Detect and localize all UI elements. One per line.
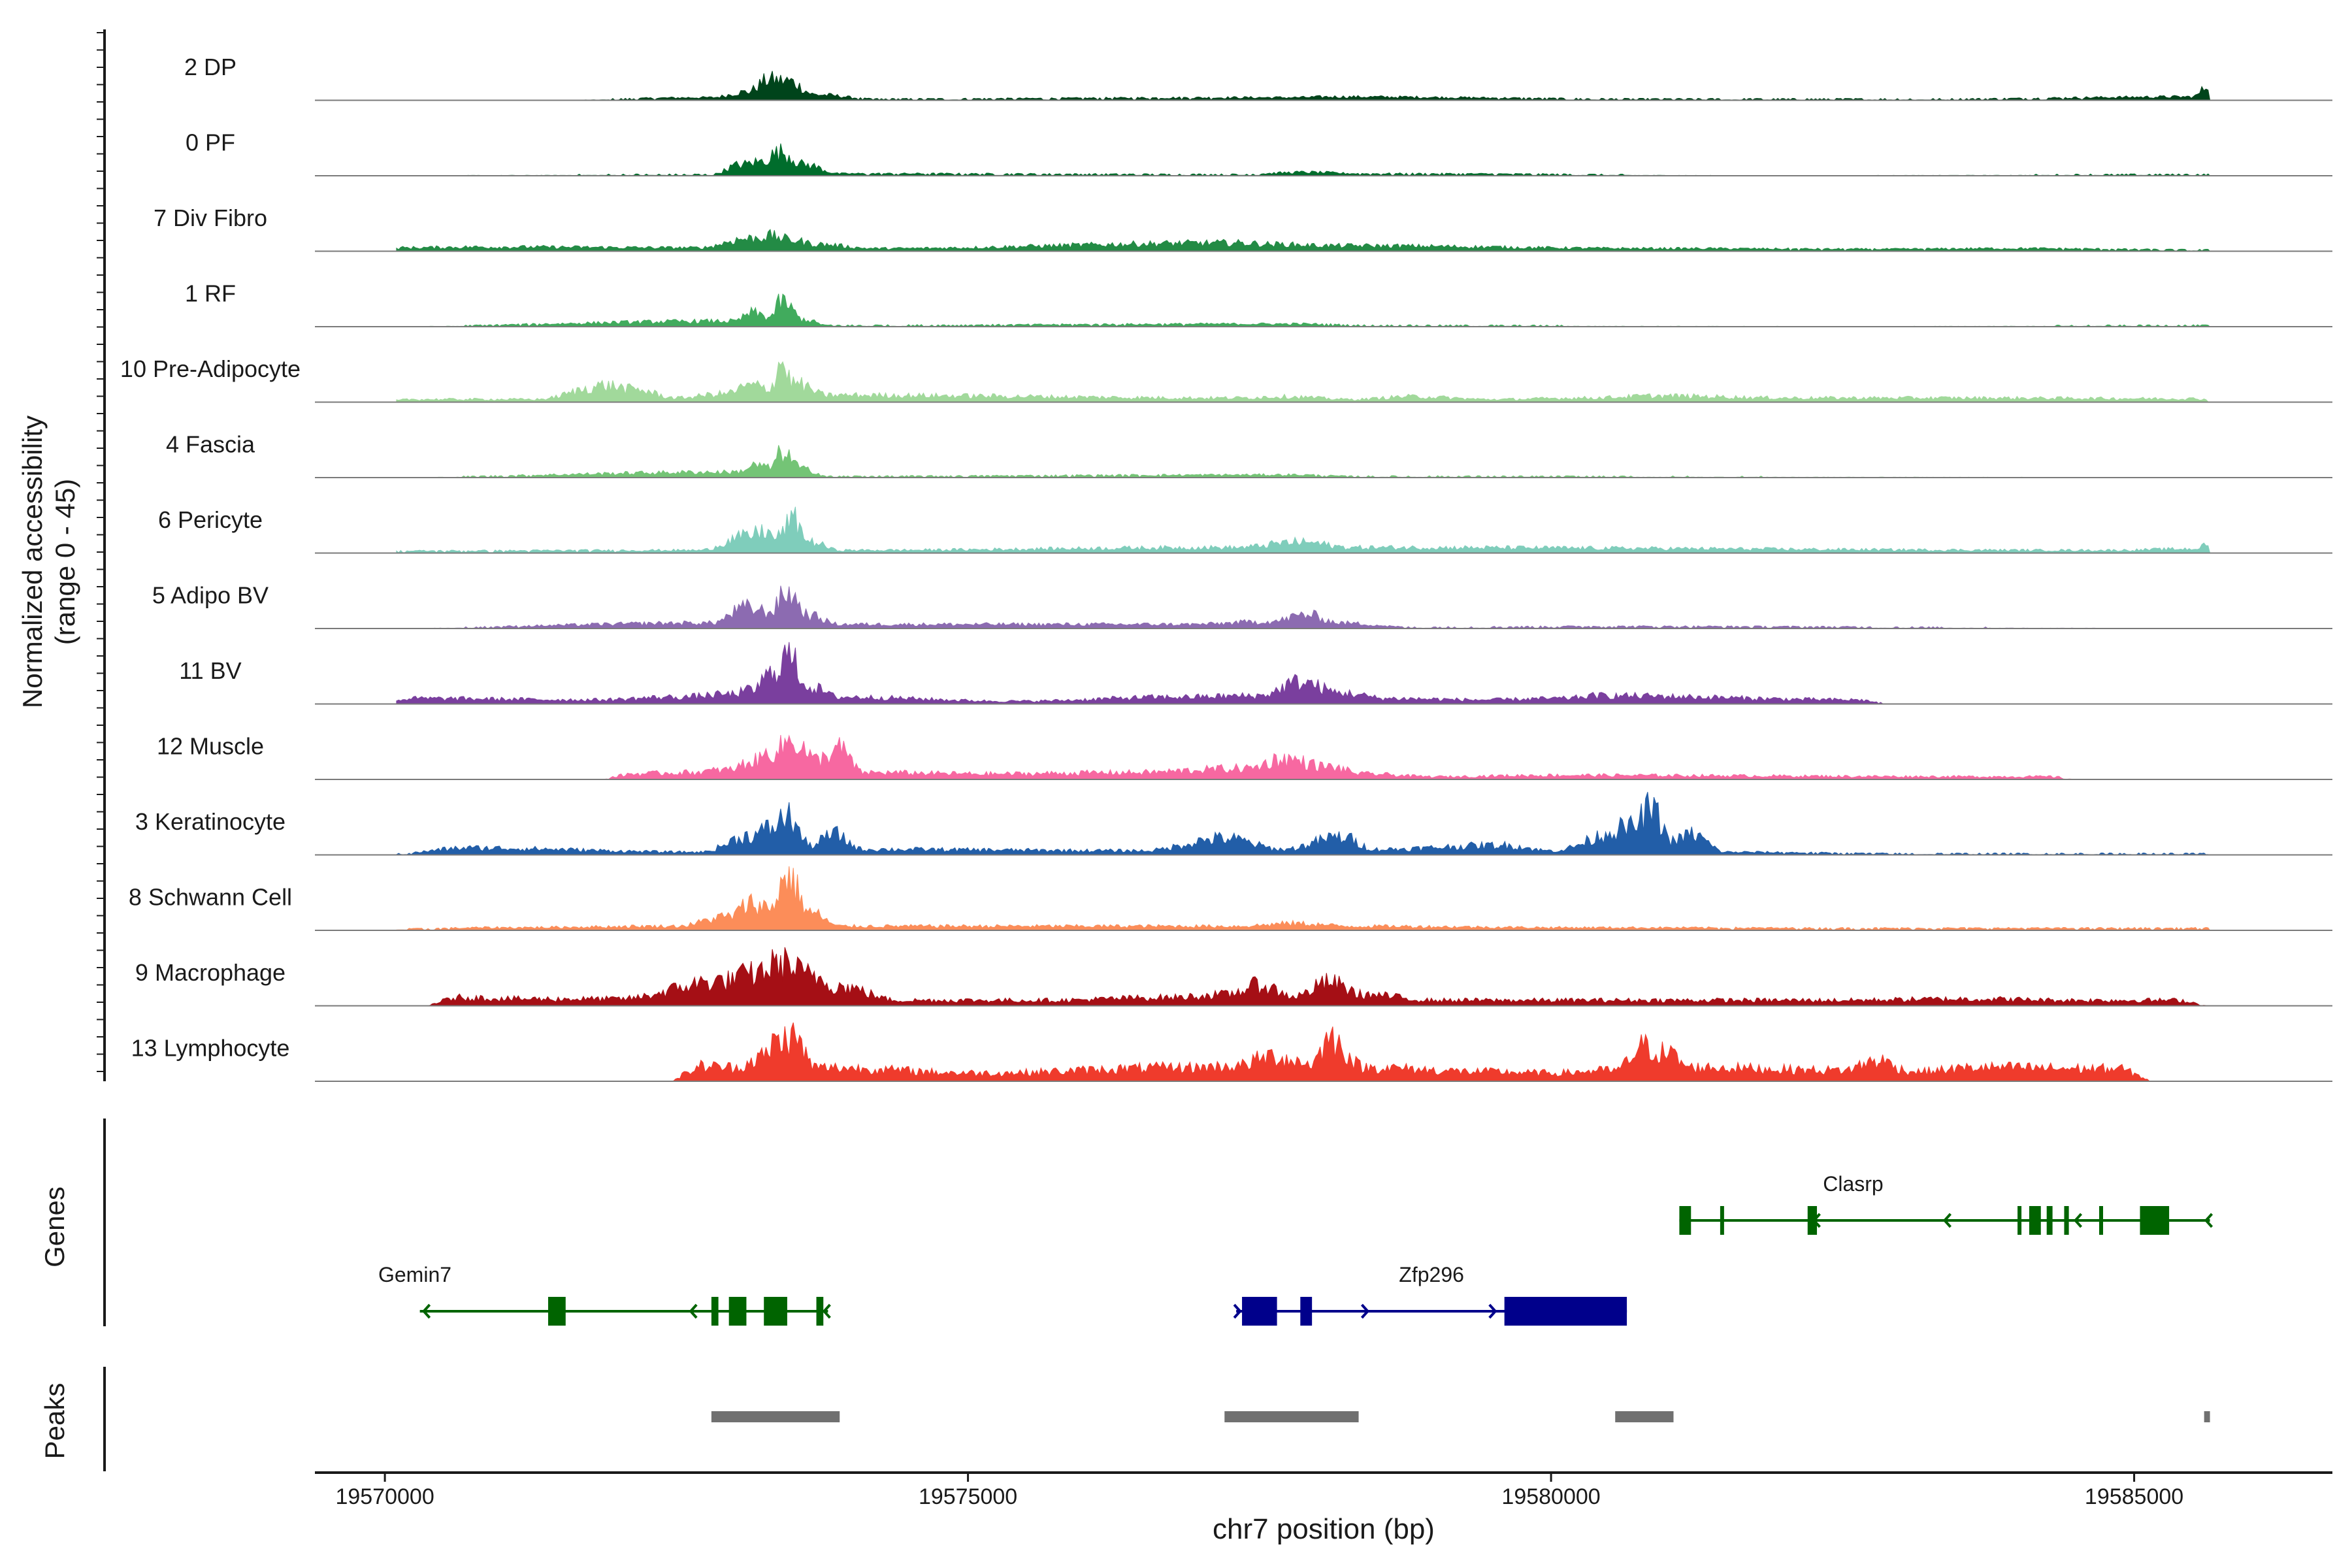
genes-track-label: Genes [39, 1186, 70, 1267]
peak-region [2204, 1411, 2210, 1422]
track-label: 5 Adipo BV [152, 582, 269, 609]
peak-region [1224, 1411, 1359, 1422]
track-label: 11 BV [179, 657, 241, 684]
gene-exon [728, 1297, 747, 1326]
track-label: 10 Pre-Adipocyte [120, 355, 301, 382]
strand-chevron [1360, 1303, 1370, 1319]
x-tick-label: 19580000 [1501, 1484, 1600, 1509]
track-5-adipo-bv: 5 Adipo BV [152, 582, 2332, 629]
gene-exon [2029, 1206, 2041, 1235]
track-label: 9 Macrophage [135, 959, 286, 986]
track-label: 0 PF [186, 129, 235, 156]
gene-gemin7: Gemin7 [378, 1263, 831, 1326]
gene-exon [1679, 1206, 1691, 1235]
gene-name: Gemin7 [378, 1263, 451, 1286]
gene-exon [547, 1297, 566, 1326]
x-tick-label: 19570000 [335, 1484, 434, 1509]
track-6-pericyte: 6 Pericyte [158, 506, 2332, 554]
peaks-track-label: Peaks [39, 1383, 70, 1460]
track-area [396, 947, 2210, 1006]
track-12-muscle: 12 Muscle [157, 733, 2332, 780]
strand-chevron [421, 1303, 431, 1319]
gene-exon [2099, 1206, 2104, 1235]
track-7-div-fibro: 7 Div Fibro [154, 204, 2332, 252]
strand-chevron [1488, 1303, 1497, 1319]
gene-name: Zfp296 [1399, 1263, 1464, 1286]
track-label: 3 Keratinocyte [135, 808, 286, 835]
track-11-bv: 11 BV [179, 642, 2332, 705]
gene-name: Clasrp [1823, 1172, 1883, 1196]
track-2-dp: 2 DP [184, 54, 2332, 101]
strand-chevron [822, 1303, 831, 1319]
strand-chevron [689, 1303, 698, 1319]
track-area [396, 1022, 2210, 1082]
gene-zfp296: Zfp296 [1233, 1263, 1627, 1326]
x-tick-label: 19585000 [2085, 1484, 2183, 1509]
gene-exon [816, 1297, 824, 1326]
track-area [396, 293, 2212, 327]
track-label: 6 Pericyte [158, 506, 263, 533]
x-axis-title: chr7 position (bp) [1213, 1513, 1435, 1545]
strand-chevron [2073, 1213, 2083, 1228]
gene-exon [2064, 1206, 2069, 1235]
track-area [396, 506, 2211, 553]
gene-track: Gemin7 Zfp296 Clasrp [378, 1172, 2213, 1326]
track-label: 7 Div Fibro [154, 204, 267, 231]
y-axis-title: Normalized accessibility [17, 416, 48, 708]
track-area [396, 642, 2210, 704]
track-area [396, 585, 2210, 629]
accessibility-tracks: 2 DP 0 PF 7 Div Fibro 1 RF 10 Pre-Adipocyte 4… [120, 54, 2332, 1082]
gene-exon [2046, 1206, 2053, 1235]
x-axis: 19570000 19575000 19580000 19585000 [315, 1471, 2332, 1509]
track-label: 4 Fascia [166, 431, 255, 458]
track-area [396, 734, 2210, 780]
track-area [396, 866, 2211, 931]
track-0-pf: 0 PF [186, 129, 2332, 176]
gene-exon [1807, 1206, 1818, 1235]
gene-exon [1720, 1206, 1724, 1235]
track-label: 12 Muscle [157, 733, 264, 760]
y-axis-range: (range 0 - 45) [50, 479, 80, 645]
x-tick-label: 19575000 [919, 1484, 1017, 1509]
track-9-macrophage: 9 Macrophage [135, 947, 2332, 1007]
gene-exon [1504, 1297, 1627, 1326]
track-area [396, 792, 2210, 855]
track-area [396, 143, 2211, 176]
gene-exon [2017, 1206, 2022, 1235]
peak-track [711, 1411, 2210, 1422]
gene-exon [1242, 1297, 1277, 1326]
track-label: 2 DP [184, 54, 237, 80]
track-1-rf: 1 RF [185, 280, 2332, 327]
track-label: 13 Lymphocyte [131, 1035, 290, 1062]
left-axis [97, 29, 106, 1471]
track-8-schwann-cell: 8 Schwann Cell [129, 866, 2332, 931]
strand-chevron [2204, 1213, 2213, 1228]
gene-exon [1300, 1297, 1313, 1326]
track-area [396, 229, 2211, 252]
track-3-keratinocyte: 3 Keratinocyte [135, 792, 2332, 856]
gene-exon [711, 1297, 719, 1326]
track-4-fascia: 4 Fascia [166, 431, 2332, 478]
track-label: 1 RF [185, 280, 236, 307]
gene-exon [2140, 1206, 2170, 1235]
peak-region [1615, 1411, 1674, 1422]
track-area [396, 445, 2210, 478]
gene-clasrp: Clasrp [1679, 1172, 2213, 1235]
track-13-lymphocyte: 13 Lymphocyte [131, 1022, 2332, 1082]
track-area [396, 71, 2211, 101]
track-area [396, 361, 2210, 402]
strand-chevron [1233, 1303, 1242, 1319]
strand-chevron [1942, 1213, 1952, 1228]
track-10-pre-adipocyte: 10 Pre-Adipocyte [120, 355, 2332, 403]
track-label: 8 Schwann Cell [129, 884, 292, 911]
gene-exon [764, 1297, 787, 1326]
peak-region [711, 1411, 840, 1422]
